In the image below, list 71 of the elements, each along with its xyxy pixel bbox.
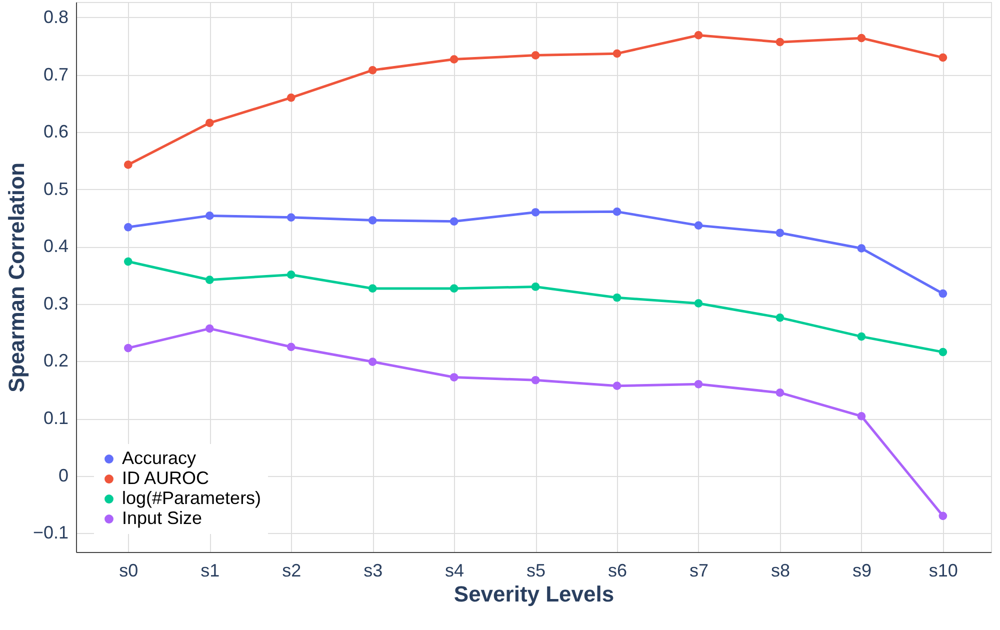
point [938, 53, 948, 62]
x-axis-title: Severity Levels [454, 582, 614, 606]
point [612, 382, 622, 390]
y-tick-label: 0.2 [43, 350, 68, 371]
point [286, 270, 296, 279]
point [450, 217, 458, 226]
y-tick-label: 0.4 [43, 236, 68, 256]
y-tick-label: 0.3 [43, 293, 68, 314]
x-tick-label: s7 [689, 560, 708, 580]
point [368, 284, 377, 293]
point [124, 344, 132, 352]
x-tick-label: s10 [928, 560, 958, 580]
point [938, 512, 948, 520]
point [694, 221, 703, 230]
point [612, 49, 622, 58]
point [857, 244, 866, 253]
point [612, 293, 622, 302]
legend-label: ID AUROC [122, 468, 210, 488]
point [450, 55, 458, 64]
y-axis-title: Spearman Correlation [4, 162, 29, 392]
point [694, 380, 703, 388]
y-tick-label: −0.1 [32, 522, 68, 543]
point [857, 412, 866, 420]
point [205, 118, 214, 128]
y-tick-label: 0.7 [43, 64, 68, 84]
point [857, 34, 866, 42]
y-tick-label: 0.8 [43, 6, 68, 27]
point [531, 376, 540, 384]
point [450, 284, 458, 293]
point [694, 31, 703, 40]
point [612, 208, 622, 216]
point [205, 324, 214, 333]
point [286, 342, 296, 352]
point [450, 373, 458, 382]
y-tick-label: 0.6 [43, 122, 68, 142]
legend-label: Accuracy [122, 448, 196, 468]
legend-label: log(#Parameters) [122, 488, 262, 508]
x-tick-label: s3 [364, 560, 383, 580]
x-tick-label: s6 [608, 560, 628, 580]
point [776, 38, 784, 46]
x-tick-label: s0 [119, 560, 138, 580]
point [205, 276, 214, 284]
x-tick-label: s1 [200, 560, 220, 580]
point [124, 222, 132, 232]
point [531, 51, 540, 60]
point [205, 212, 214, 220]
point [857, 332, 866, 341]
y-tick-label: 0.1 [43, 408, 68, 428]
point [776, 314, 784, 322]
legend-label: Input Size [122, 508, 202, 528]
point [124, 257, 132, 266]
y-tick-label: 0.5 [43, 178, 68, 199]
x-tick-label: s8 [770, 560, 790, 580]
point [776, 388, 784, 397]
point [776, 228, 784, 238]
point [938, 348, 948, 356]
point [124, 160, 132, 169]
x-tick-label: s2 [282, 560, 302, 580]
x-tick-label: s9 [852, 560, 872, 580]
point [531, 282, 540, 291]
point [531, 208, 540, 216]
y-tick-label: 0 [58, 465, 68, 486]
x-tick-label: s5 [526, 560, 546, 580]
point [368, 216, 377, 224]
point [694, 299, 703, 308]
x-tick-label: s4 [445, 560, 464, 580]
point [286, 94, 296, 102]
point [286, 213, 296, 222]
point [938, 289, 948, 298]
point [368, 358, 377, 366]
point [368, 66, 377, 74]
